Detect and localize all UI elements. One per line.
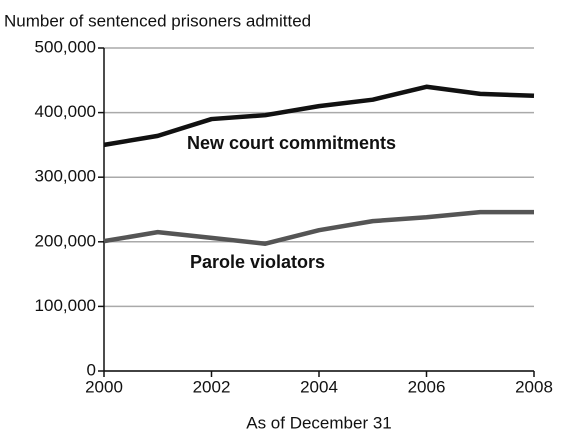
y-tick-label: 300,000 [35,167,96,186]
x-tick-label: 2006 [408,377,446,396]
series-label: New court commitments [187,133,396,153]
x-tick-label: 2008 [515,377,553,396]
y-tick-label: 100,000 [35,296,96,315]
x-tick-label: 2004 [300,377,338,396]
chart-title: Number of sentenced prisoners admitted [4,11,311,30]
series-line [103,209,534,246]
y-tick-label: 0 [87,360,96,379]
series-line [103,84,535,148]
x-axis-label: As of December 31 [246,413,392,432]
y-tick-label: 200,000 [35,231,96,250]
x-tick-label: 2002 [193,377,231,396]
y-tick-label: 400,000 [35,102,96,121]
y-tick-label: 500,000 [35,37,96,56]
x-tick-label: 2000 [85,377,123,396]
series-label: Parole violators [190,252,325,272]
